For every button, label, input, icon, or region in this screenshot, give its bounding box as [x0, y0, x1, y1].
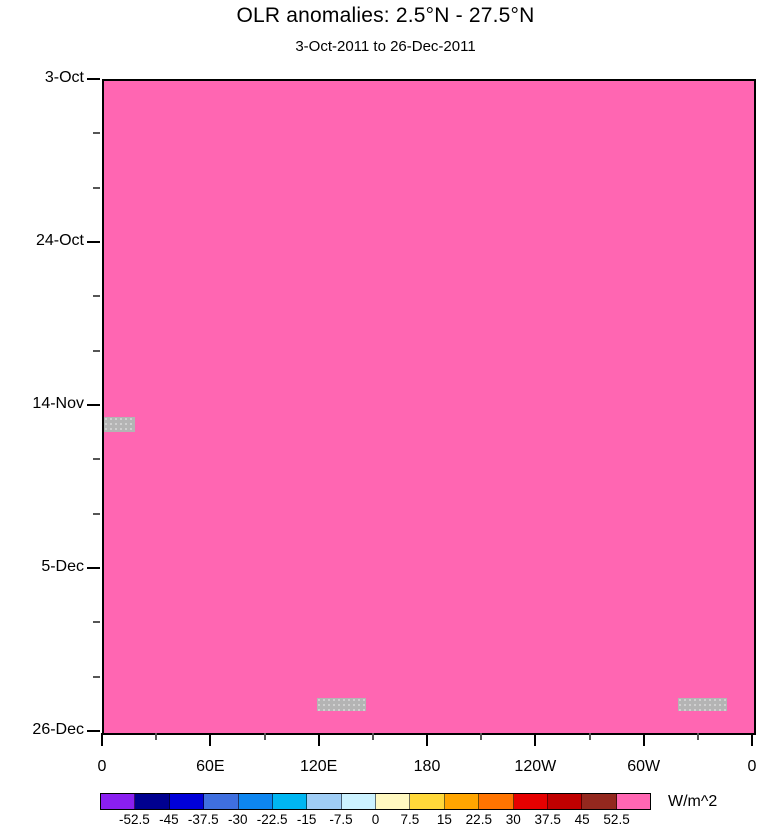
colorbar-tick-label: -15 — [296, 812, 317, 827]
x-tick-major — [317, 733, 320, 746]
y-tick-minor — [93, 621, 100, 624]
y-tick-major — [87, 730, 100, 732]
x-axis-tick-label: 60W — [627, 758, 661, 775]
colorbar-tick-label: 7.5 — [400, 812, 420, 827]
y-tick-minor — [93, 186, 100, 189]
colorbar-tick-labels: -52.5 -45 -37.5 -30 -22.5 -15 -7.5 0 7.5 15 22.5 30… — [100, 812, 651, 830]
x-axis-tick-label: 0 — [97, 758, 107, 775]
colorbar-swatch[interactable] — [101, 794, 136, 809]
page-title: OLR anomalies: 2.5°N - 27.5°N — [236, 4, 535, 27]
colorbar-swatch[interactable] — [135, 794, 170, 809]
colorbar-tick-label: -22.5 — [256, 812, 288, 827]
colorbar-tick-label: -30 — [227, 812, 248, 827]
y-tick-minor — [93, 295, 100, 298]
x-tick-minor — [371, 733, 374, 740]
x-tick-major — [101, 733, 103, 746]
y-tick-major — [87, 404, 100, 406]
y-axis-tick-label: 24-Oct — [35, 232, 84, 249]
y-axis-tick-label: 3-Oct — [44, 69, 84, 86]
x-tick-major — [534, 733, 537, 746]
colorbar-tick-label: -37.5 — [187, 812, 219, 827]
colorbar[interactable] — [100, 793, 651, 810]
page-subtitle: 3-Oct-2011 to 26-Dec-2011 — [295, 38, 476, 55]
colorbar-tick-label: 15 — [436, 812, 452, 827]
colorbar-tick-label: 22.5 — [465, 812, 492, 827]
y-axis-tick-label: 14-Nov — [32, 395, 84, 412]
colorbar-swatch[interactable] — [376, 794, 411, 809]
missing-data-patch — [317, 698, 366, 711]
x-axis-tick-label: 180 — [413, 758, 441, 775]
x-tick-major — [209, 733, 212, 746]
hovmoller-plot-area — [102, 79, 756, 735]
x-tick-minor — [155, 733, 158, 740]
colorbar-tick-label: 37.5 — [534, 812, 561, 827]
colorbar-swatch[interactable] — [513, 794, 548, 809]
y-tick-minor — [93, 512, 100, 515]
y-tick-minor — [93, 132, 100, 135]
y-axis-tick-label: 5-Dec — [41, 558, 84, 575]
y-tick-minor — [93, 675, 100, 678]
colorbar-swatch[interactable] — [238, 794, 273, 809]
y-tick-minor — [93, 349, 100, 352]
x-axis-tick-label: 120W — [514, 758, 557, 775]
colorbar-swatch[interactable] — [204, 794, 239, 809]
y-tick-major — [87, 567, 100, 569]
colorbar-tick-label: 52.5 — [603, 812, 630, 827]
colorbar-tick-label: 45 — [574, 812, 590, 827]
colorbar-unit-label: W/m^2 — [668, 793, 718, 810]
colorbar-swatch[interactable] — [444, 794, 480, 809]
x-tick-major — [426, 733, 428, 746]
colorbar-swatch[interactable] — [410, 794, 445, 809]
colorbar-tick-label: -45 — [159, 812, 179, 827]
missing-data-patch — [104, 417, 135, 432]
colorbar-tick-label: -7.5 — [329, 812, 353, 827]
x-tick-minor — [588, 733, 591, 740]
colorbar-tick-label: -52.5 — [119, 812, 150, 827]
x-tick-major — [751, 733, 753, 746]
colorbar-swatch[interactable] — [341, 794, 376, 809]
x-tick-minor — [480, 733, 483, 740]
x-tick-minor — [263, 733, 266, 740]
colorbar-swatch[interactable] — [479, 794, 514, 809]
y-tick-major — [87, 78, 100, 80]
colorbar-swatch[interactable] — [616, 794, 650, 809]
colorbar-swatch[interactable] — [547, 794, 583, 809]
y-tick-minor — [93, 458, 100, 461]
colorbar-swatch[interactable] — [582, 794, 617, 809]
x-tick-major — [642, 733, 645, 746]
missing-data-patch — [678, 698, 727, 711]
x-tick-minor — [696, 733, 699, 740]
y-axis-tick-label: 26-Dec — [32, 721, 84, 738]
colorbar-tick-label: 0 — [371, 812, 380, 827]
x-axis-tick-label: 120E — [299, 758, 338, 775]
colorbar-swatch[interactable] — [169, 794, 205, 809]
x-axis-tick-label: 0 — [747, 758, 757, 775]
colorbar-swatch[interactable] — [272, 794, 308, 809]
olr-anomaly-field — [104, 81, 754, 733]
y-tick-major — [87, 241, 100, 243]
x-axis-tick-label: 60E — [196, 758, 225, 775]
colorbar-tick-label: 30 — [505, 812, 521, 827]
colorbar-swatch[interactable] — [307, 794, 342, 809]
